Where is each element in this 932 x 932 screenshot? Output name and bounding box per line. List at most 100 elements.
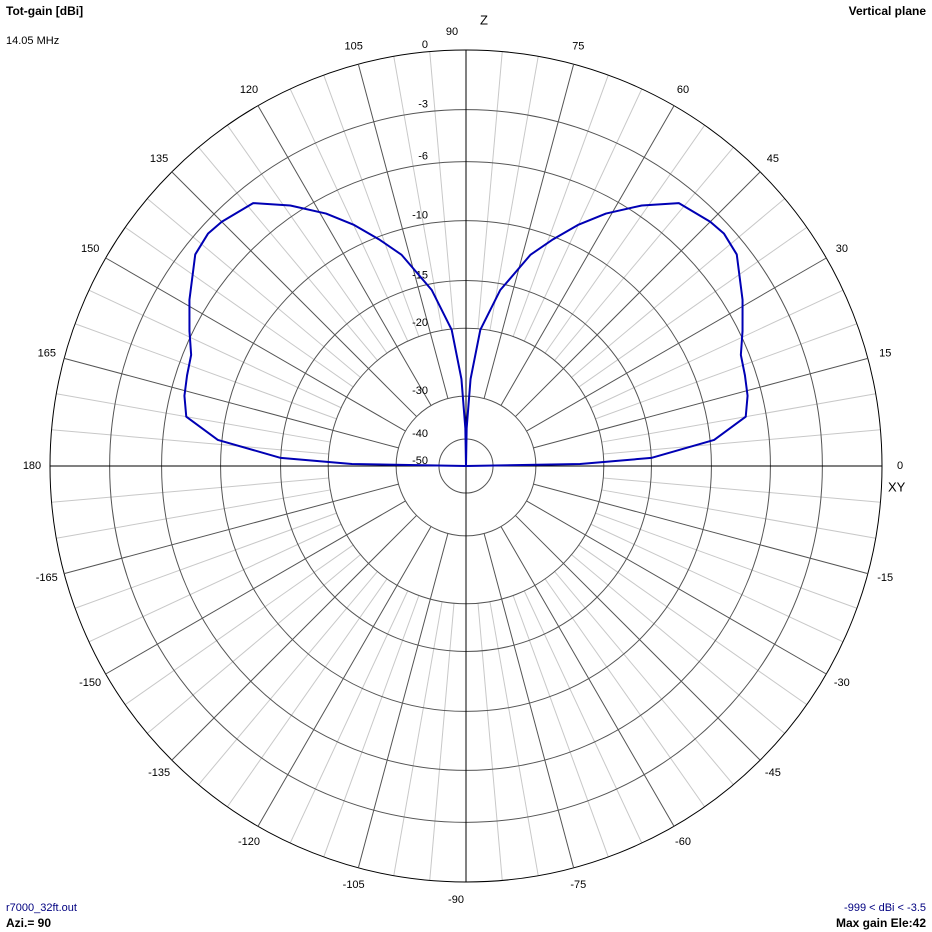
grid-spoke — [171, 515, 417, 761]
grid-spoke — [105, 257, 406, 432]
minor-spoke — [523, 88, 643, 342]
minor-spoke — [198, 147, 378, 361]
minor-spoke — [51, 429, 329, 455]
minor-spoke — [595, 323, 858, 420]
minor-spoke — [601, 393, 876, 443]
grid-spoke — [533, 357, 868, 449]
theta-tick-label: 30 — [836, 243, 848, 255]
grid — [49, 49, 883, 883]
r-tick-label: -40 — [412, 428, 428, 440]
minor-spoke — [429, 603, 455, 881]
minor-spoke — [578, 226, 808, 388]
minor-spoke — [51, 477, 329, 503]
minor-spoke — [323, 595, 420, 858]
r-tick-label: -20 — [412, 317, 428, 329]
chart-title: Tot-gain [dBi] — [6, 4, 83, 18]
minor-spoke — [603, 477, 881, 503]
theta-tick-label: -60 — [675, 836, 691, 848]
theta-tick-label: 150 — [81, 243, 99, 255]
grid-spoke — [526, 500, 827, 675]
xy-axis-label: XY — [888, 479, 906, 494]
grid-spoke — [64, 483, 399, 575]
minor-spoke — [601, 489, 876, 539]
minor-spoke — [147, 554, 361, 734]
grid-spoke — [257, 105, 432, 406]
minor-spoke — [544, 578, 706, 808]
minor-spoke — [571, 198, 785, 378]
minor-spoke — [124, 226, 354, 388]
minor-spoke — [477, 51, 503, 329]
minor-spoke — [147, 198, 361, 378]
grid-spoke — [483, 64, 575, 399]
r-tick-label: -50 — [412, 455, 428, 467]
frequency: 14.05 MHz — [6, 35, 59, 47]
theta-tick-label: -120 — [238, 836, 260, 848]
grid-spoke — [105, 500, 406, 675]
minor-spoke — [289, 590, 409, 844]
theta-tick-label: 15 — [879, 348, 891, 360]
theta-tick-label: -90 — [448, 894, 464, 906]
minor-spoke — [226, 578, 388, 808]
minor-spoke — [595, 512, 858, 609]
grid-spoke — [533, 483, 868, 575]
theta-tick-label: 45 — [767, 153, 779, 165]
minor-spoke — [226, 124, 388, 354]
theta-tick-label: 60 — [677, 84, 689, 96]
max-gain-note: Max gain Ele:42 — [836, 916, 926, 930]
azimuth: Azi.= 90 — [6, 916, 51, 930]
minor-spoke — [554, 147, 734, 361]
z-axis-label: Z — [480, 12, 488, 27]
minor-spoke — [289, 88, 409, 342]
grid-spoke — [526, 257, 827, 432]
minor-spoke — [544, 124, 706, 354]
theta-tick-label: -15 — [877, 572, 893, 584]
minor-spoke — [477, 603, 503, 881]
theta-tick-label: 120 — [240, 84, 258, 96]
r-tick-label: -6 — [418, 150, 428, 162]
theta-tick-label: 0 — [897, 460, 903, 472]
r-tick-label: 0 — [422, 39, 428, 51]
minor-spoke — [124, 544, 354, 706]
range-note: -999 < dBi < -3.5 — [844, 902, 926, 914]
minor-spoke — [56, 393, 331, 443]
theta-tick-label: 165 — [38, 348, 56, 360]
grid-spoke — [515, 171, 761, 417]
r-tick-label: -30 — [412, 385, 428, 397]
grid-spoke — [515, 515, 761, 761]
minor-spoke — [554, 571, 734, 785]
minor-spoke — [198, 571, 378, 785]
grid-spoke — [483, 533, 575, 868]
minor-spoke — [578, 544, 808, 706]
grid-spoke — [64, 357, 399, 449]
gain-pattern — [183, 202, 749, 467]
theta-tick-label: -75 — [570, 879, 586, 891]
labels: 0 -3 -6 -10 -15 -20 -30 -40 -50 0 15 30 45 60 75 90 105 1… — [23, 26, 903, 906]
grid-spoke — [500, 526, 675, 827]
minor-spoke — [590, 523, 844, 643]
theta-tick-label: -150 — [79, 677, 101, 689]
theta-tick-label: -30 — [834, 677, 850, 689]
minor-spoke — [603, 429, 881, 455]
minor-spoke — [489, 601, 539, 876]
theta-tick-label: 135 — [150, 153, 168, 165]
grid-spoke — [500, 105, 675, 406]
grid-spoke — [357, 64, 449, 399]
minor-spoke — [323, 74, 420, 337]
theta-tick-label: -165 — [36, 572, 58, 584]
theta-tick-label: 90 — [446, 26, 458, 38]
r-tick-label: -3 — [418, 99, 428, 111]
minor-spoke — [523, 590, 643, 844]
minor-spoke — [393, 601, 443, 876]
plane-label: Vertical plane — [849, 4, 927, 18]
minor-spoke — [74, 512, 337, 609]
grid-spoke — [257, 526, 432, 827]
theta-tick-label: 105 — [344, 41, 362, 53]
minor-spoke — [590, 289, 844, 409]
minor-spoke — [88, 523, 342, 643]
minor-spoke — [571, 554, 785, 734]
grid-spoke — [171, 171, 417, 417]
theta-tick-label: 75 — [572, 41, 584, 53]
minor-spoke — [88, 289, 342, 409]
